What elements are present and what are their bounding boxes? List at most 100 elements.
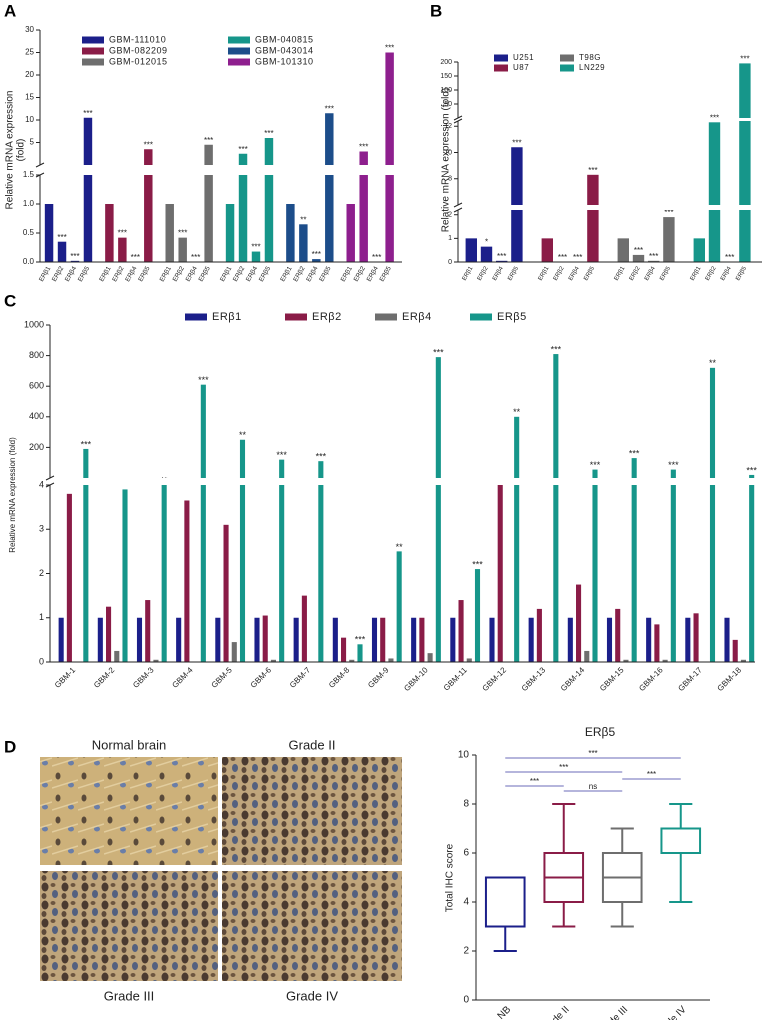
panel-label: C — [4, 291, 16, 310]
bar — [427, 653, 433, 662]
y-tick-label: 15 — [25, 93, 34, 102]
significance-label: *** — [276, 450, 287, 460]
bar — [264, 138, 274, 262]
y-tick-label: 10 — [444, 149, 452, 156]
x-tick-label: ERβ1 — [159, 265, 173, 283]
y-tick-label: 2 — [39, 568, 44, 578]
x-tick-label: ERβ2 — [292, 265, 306, 283]
legend-label: GBM-082209 — [109, 45, 168, 55]
x-tick-label: ERβ1 — [538, 265, 551, 282]
significance-label: *** — [559, 763, 568, 772]
x-tick-label: ERβ4 — [366, 265, 380, 283]
significance-label: *** — [558, 253, 567, 262]
x-tick-label: ERβ2 — [111, 265, 125, 283]
bar — [371, 617, 378, 662]
significance-label: *** — [118, 229, 127, 238]
significance-label: *** — [355, 635, 366, 645]
y-tick-label: 50 — [444, 101, 452, 108]
x-tick-label: ERβ1 — [219, 265, 233, 283]
bar — [44, 204, 54, 262]
x-tick-label: ERβ4 — [720, 265, 733, 282]
bar — [670, 469, 676, 662]
axis-break — [452, 118, 762, 121]
x-tick-label: ERβ4 — [64, 265, 78, 283]
significance-label: *** — [81, 439, 92, 449]
bar — [66, 493, 72, 662]
significance-label: *** — [372, 253, 381, 262]
x-tick-label: ERβ4 — [185, 265, 199, 283]
box — [484, 876, 526, 928]
bar — [615, 608, 621, 662]
legend-label: GBM-040815 — [255, 34, 314, 44]
significance-label: *** — [359, 143, 368, 152]
x-tick-label: ERβ1 — [279, 265, 293, 283]
bar — [646, 617, 652, 662]
y-tick-label: 2 — [463, 946, 469, 957]
y-tick-label: 100 — [440, 87, 452, 94]
significance-label: *** — [83, 109, 92, 118]
x-tick-label: ERβ4 — [245, 265, 259, 283]
bar — [536, 608, 542, 662]
bar — [153, 659, 159, 662]
x-tick-label: ERβ5 — [507, 265, 520, 282]
significance-label: *** — [385, 44, 394, 53]
bar — [254, 617, 260, 662]
bar — [251, 251, 261, 262]
y-tick-label: 6 — [463, 848, 469, 859]
significance-label: ** — [300, 215, 306, 224]
legend-label: ERβ5 — [497, 311, 527, 323]
legend-label: LN229 — [579, 63, 605, 72]
bar — [693, 238, 705, 262]
y-tick-label: 4 — [39, 479, 44, 489]
y-tick-label: 400 — [29, 411, 44, 421]
y-tick-label: 12 — [444, 123, 452, 130]
x-tick-label: GBM-17 — [676, 665, 704, 693]
significance-label: *** — [710, 113, 719, 122]
bar — [238, 153, 248, 262]
bar — [663, 217, 675, 262]
y-tick-label: 25 — [25, 48, 34, 57]
legend-label: GBM-012015 — [109, 56, 168, 66]
bar — [553, 354, 559, 662]
x-tick-label: GBM-15 — [598, 665, 626, 693]
bar — [83, 448, 89, 662]
bar — [584, 650, 590, 662]
legend-swatch — [82, 36, 104, 44]
y-tick-label: 1000 — [24, 319, 44, 329]
significance-label: *** — [264, 129, 273, 138]
y-tick-label: 8 — [463, 799, 469, 810]
box — [660, 827, 702, 854]
bar — [161, 485, 167, 662]
x-tick-label: ERβ2 — [553, 265, 566, 282]
y-axis-label: Relative mRNA expression (fold) — [441, 88, 452, 233]
bar — [419, 617, 425, 662]
x-tick-label: ERβ4 — [124, 265, 138, 283]
x-tick-label: GBM-10 — [402, 665, 430, 693]
bar — [732, 639, 738, 662]
x-tick-label: ERβ5 — [137, 265, 151, 283]
significance-label: *** — [664, 208, 673, 217]
bar — [380, 617, 386, 662]
axis-break — [44, 478, 755, 485]
bar — [708, 122, 721, 262]
significance-label: *** — [497, 252, 506, 261]
bar — [118, 237, 127, 262]
panel-label: B — [430, 1, 442, 20]
significance-label: * — [485, 238, 488, 247]
y-tick-label: 30 — [25, 25, 34, 34]
bar — [204, 144, 213, 262]
significance-label: *** — [191, 253, 200, 262]
bar — [606, 617, 613, 662]
legend-swatch — [228, 58, 250, 66]
bar — [528, 617, 534, 662]
y-tick-label: 1 — [39, 612, 44, 622]
y-tick-label: 150 — [440, 73, 452, 80]
significance-label: *** — [70, 252, 79, 261]
significance-label: *** — [144, 140, 153, 149]
ihc-image — [222, 871, 402, 981]
y-tick-label: 4 — [463, 897, 469, 908]
x-tick-label: GBM-11 — [442, 665, 469, 692]
significance-label: *** — [746, 465, 757, 475]
